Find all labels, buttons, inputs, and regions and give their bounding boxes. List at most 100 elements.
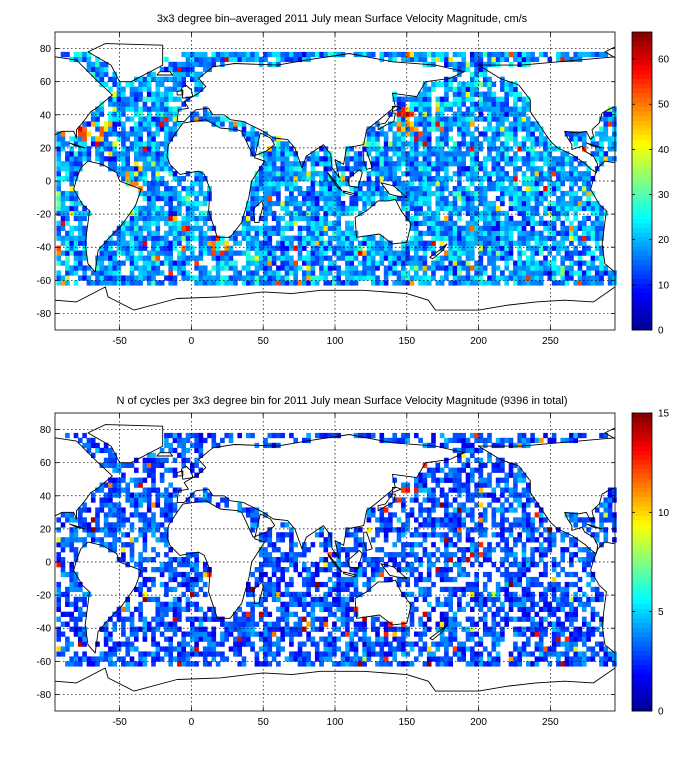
data-bin (198, 631, 204, 637)
data-bin (241, 661, 247, 667)
data-bin (73, 260, 79, 266)
data-bin (345, 235, 350, 241)
data-bin (366, 176, 372, 182)
data-bin (577, 51, 583, 58)
data-bin (547, 606, 553, 612)
y-tick-label: 80 (40, 44, 52, 55)
data-bin (517, 116, 523, 122)
data-bin (345, 151, 350, 157)
data-bin (254, 250, 260, 256)
data-bin (543, 270, 548, 276)
data-bin (543, 245, 548, 251)
data-bin (258, 186, 264, 192)
data-bin (345, 646, 350, 652)
data-bin (319, 656, 324, 662)
data-bin (116, 280, 122, 286)
data-bin (116, 225, 122, 231)
data-bin (586, 186, 591, 192)
data-bin (517, 260, 523, 266)
data-bin (289, 626, 294, 632)
data-bin (314, 616, 320, 622)
data-bin (233, 626, 238, 632)
data-bin (435, 51, 441, 58)
data-bin (198, 265, 204, 271)
data-bin (134, 106, 139, 112)
data-bin (405, 106, 411, 112)
data-bin (375, 141, 380, 147)
data-bin (155, 126, 161, 132)
data-bin (202, 646, 208, 652)
data-bin (448, 61, 454, 68)
data-bin (521, 161, 527, 167)
data-bin (323, 621, 329, 627)
data-bin (142, 616, 148, 622)
data-bin (267, 611, 273, 617)
data-bin (254, 576, 260, 583)
data-bin (405, 591, 411, 598)
data-bin (159, 151, 165, 157)
data-bin (95, 265, 100, 271)
data-bin (121, 171, 126, 177)
data-bin (448, 245, 454, 251)
data-bin (280, 611, 286, 617)
data-bin (164, 186, 169, 192)
data-bin (155, 205, 161, 212)
data-bin (569, 255, 574, 261)
data-bin (392, 626, 398, 632)
data-bin (422, 586, 428, 593)
data-bin (444, 641, 449, 647)
data-bin (526, 275, 531, 281)
data-bin (340, 250, 346, 256)
data-bin (336, 571, 342, 578)
data-bin (323, 181, 329, 187)
data-bin (521, 606, 527, 612)
data-bin (190, 225, 195, 231)
data-bin (448, 156, 454, 162)
data-bin (250, 51, 255, 58)
data-bin (241, 250, 247, 256)
data-bin (534, 166, 540, 172)
data-bin (190, 616, 195, 622)
data-bin (379, 146, 385, 152)
data-bin (461, 161, 467, 167)
data-bin (569, 661, 574, 667)
data-bin (435, 181, 441, 187)
data-bin (65, 275, 70, 281)
data-bin (99, 161, 105, 167)
data-bin (336, 265, 342, 271)
data-bin (573, 646, 579, 652)
data-bin (465, 586, 471, 593)
data-bin (517, 56, 523, 63)
data-bin (194, 606, 199, 612)
data-bin (491, 596, 497, 603)
data-bin (551, 626, 557, 632)
data-bin (233, 265, 238, 271)
data-bin (142, 96, 148, 102)
data-bin (504, 210, 510, 217)
data-bin (504, 591, 510, 598)
data-bin (323, 641, 329, 647)
data-bin (78, 240, 83, 246)
data-bin (422, 151, 428, 157)
y-tick-label: -80 (37, 309, 52, 320)
data-bin (401, 621, 406, 627)
data-bin (414, 225, 419, 231)
data-bin (383, 280, 389, 286)
data-bin (582, 661, 587, 667)
data-bin (586, 250, 591, 256)
data-bin (448, 106, 454, 112)
data-bin (521, 586, 527, 593)
data-bin (513, 121, 518, 127)
data-bin (370, 270, 376, 276)
data-bin (177, 601, 182, 607)
data-bin (577, 235, 583, 241)
data-bin (99, 71, 105, 77)
data-bin (448, 151, 454, 157)
data-bin (271, 181, 277, 187)
data-bin (134, 161, 139, 167)
data-bin (146, 621, 152, 627)
data-bin (444, 96, 449, 102)
data-bin (362, 631, 367, 637)
data-bin (250, 215, 255, 222)
data-bin (194, 616, 199, 622)
